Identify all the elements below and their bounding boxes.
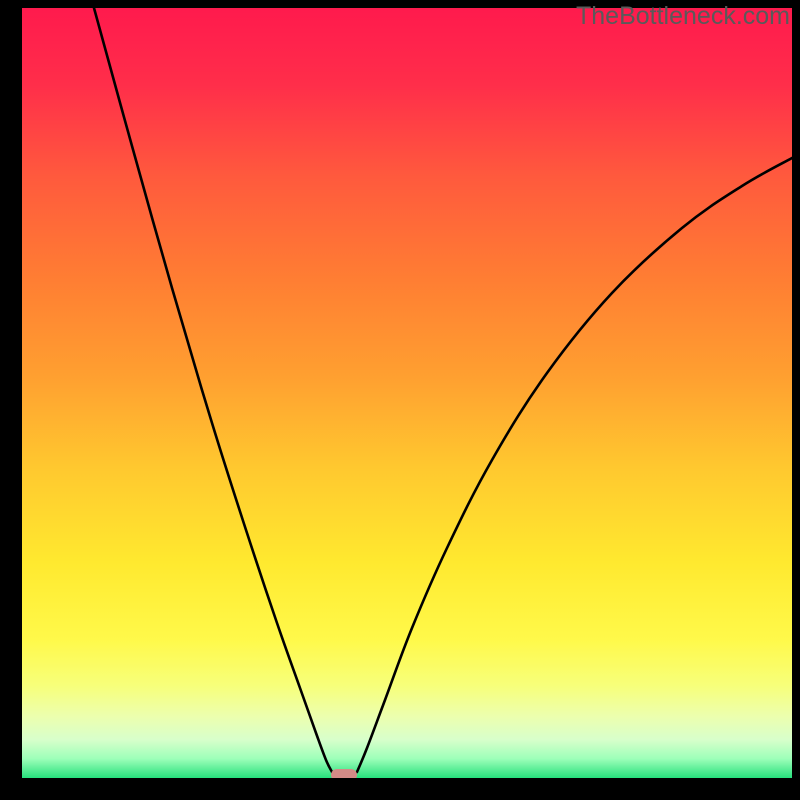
border-left <box>0 0 22 800</box>
minimum-marker <box>331 769 357 778</box>
bottleneck-curve <box>22 8 792 778</box>
watermark-text: TheBottleneck.com <box>576 2 790 31</box>
chart-frame: TheBottleneck.com <box>0 0 800 800</box>
border-bottom <box>0 778 800 800</box>
plot-area <box>22 8 792 778</box>
border-right <box>792 0 800 800</box>
